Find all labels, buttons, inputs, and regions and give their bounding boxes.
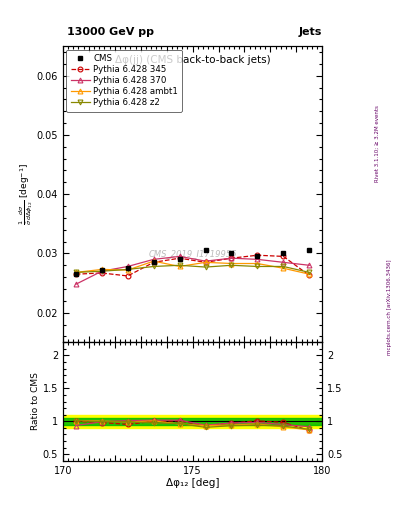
Pythia 6.428 370 <box>177 253 182 260</box>
Pythia 6.428 370 <box>73 281 78 287</box>
Bar <box>63 415 322 428</box>
Pythia 6.428 345 <box>125 273 130 279</box>
Pythia 6.428 ambt1 <box>255 261 260 267</box>
Line: Pythia 6.428 z2: Pythia 6.428 z2 <box>73 263 312 275</box>
Pythia 6.428 345 <box>73 271 78 278</box>
Pythia 6.428 ambt1 <box>203 259 208 265</box>
Text: Rivet 3.1.10; ≥ 3.2M events: Rivet 3.1.10; ≥ 3.2M events <box>375 105 380 182</box>
Pythia 6.428 370 <box>125 263 130 269</box>
Pythia 6.428 z2 <box>281 263 286 269</box>
X-axis label: Δφ₁₂ [deg]: Δφ₁₂ [deg] <box>166 478 219 488</box>
Pythia 6.428 ambt1 <box>73 269 78 275</box>
Pythia 6.428 370 <box>151 257 156 263</box>
Pythia 6.428 ambt1 <box>281 265 286 271</box>
Legend: CMS, Pythia 6.428 345, Pythia 6.428 370, Pythia 6.428 ambt1, Pythia 6.428 z2: CMS, Pythia 6.428 345, Pythia 6.428 370,… <box>66 50 182 112</box>
Text: 13000 GeV pp: 13000 GeV pp <box>67 27 154 37</box>
Pythia 6.428 ambt1 <box>99 266 104 272</box>
Text: CMS_2019_I1719955: CMS_2019_I1719955 <box>148 249 237 258</box>
CMS <box>307 247 312 253</box>
CMS <box>255 253 260 260</box>
CMS <box>151 259 156 265</box>
Pythia 6.428 345 <box>203 259 208 265</box>
Text: Δφ(jj) (CMS back-to-back jets): Δφ(jj) (CMS back-to-back jets) <box>115 55 270 65</box>
Pythia 6.428 ambt1 <box>229 261 234 267</box>
Pythia 6.428 345 <box>307 272 312 279</box>
Pythia 6.428 z2 <box>255 263 260 269</box>
CMS <box>281 250 286 257</box>
Pythia 6.428 ambt1 <box>125 267 130 273</box>
Pythia 6.428 z2 <box>229 262 234 268</box>
Pythia 6.428 z2 <box>307 269 312 275</box>
Pythia 6.428 345 <box>177 255 182 261</box>
Line: Pythia 6.428 370: Pythia 6.428 370 <box>73 254 312 287</box>
CMS <box>177 257 182 263</box>
Pythia 6.428 z2 <box>99 268 104 274</box>
Pythia 6.428 z2 <box>203 264 208 270</box>
Pythia 6.428 ambt1 <box>177 263 182 269</box>
Pythia 6.428 345 <box>255 252 260 258</box>
Line: Pythia 6.428 345: Pythia 6.428 345 <box>73 253 312 279</box>
Pythia 6.428 370 <box>203 258 208 264</box>
Pythia 6.428 z2 <box>73 269 78 275</box>
Pythia 6.428 345 <box>151 259 156 265</box>
CMS <box>99 267 104 273</box>
Pythia 6.428 z2 <box>177 262 182 268</box>
Y-axis label: $\frac{1}{\bar{\sigma}}\frac{d\sigma}{d\Delta\phi_{12}}$ [deg$^{-1}$]: $\frac{1}{\bar{\sigma}}\frac{d\sigma}{d\… <box>18 163 35 225</box>
CMS <box>203 247 208 253</box>
Pythia 6.428 370 <box>229 255 234 261</box>
Pythia 6.428 z2 <box>151 263 156 269</box>
Text: Jets: Jets <box>299 27 322 37</box>
Line: CMS: CMS <box>73 248 312 276</box>
CMS <box>125 265 130 271</box>
Pythia 6.428 345 <box>99 270 104 276</box>
Bar <box>63 418 322 424</box>
Pythia 6.428 ambt1 <box>151 258 156 264</box>
Pythia 6.428 ambt1 <box>307 271 312 278</box>
Text: mcplots.cern.ch [arXiv:1306.3436]: mcplots.cern.ch [arXiv:1306.3436] <box>387 260 391 355</box>
Pythia 6.428 370 <box>99 268 104 274</box>
Y-axis label: Ratio to CMS: Ratio to CMS <box>31 373 40 431</box>
Pythia 6.428 345 <box>229 255 234 261</box>
Pythia 6.428 370 <box>281 259 286 265</box>
Pythia 6.428 z2 <box>125 266 130 272</box>
Pythia 6.428 370 <box>255 257 260 263</box>
Line: Pythia 6.428 ambt1: Pythia 6.428 ambt1 <box>73 259 312 276</box>
Pythia 6.428 345 <box>281 253 286 260</box>
CMS <box>73 271 78 278</box>
CMS <box>229 250 234 257</box>
Pythia 6.428 370 <box>307 262 312 268</box>
